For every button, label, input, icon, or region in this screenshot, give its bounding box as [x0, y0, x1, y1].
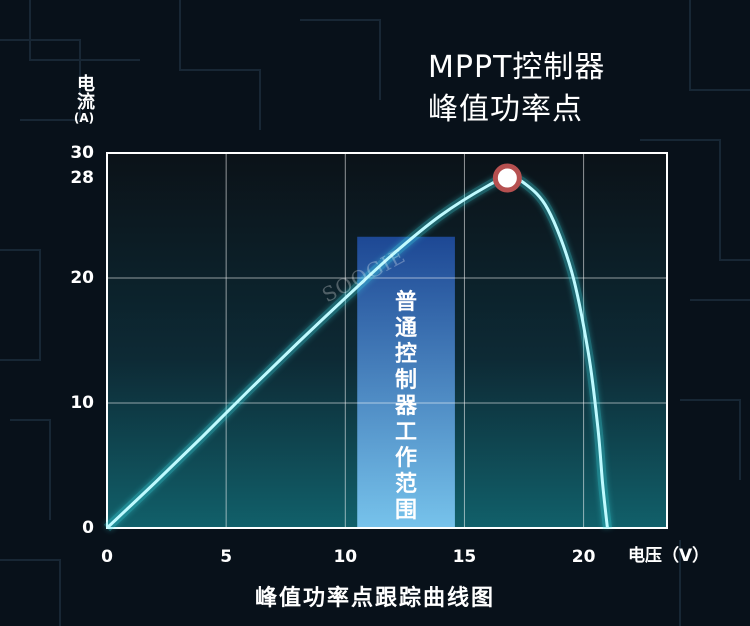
y-tick-label: 20 [70, 268, 94, 288]
peak-power-point-marker [492, 163, 522, 193]
plot-frame [106, 152, 668, 529]
x-tick-label: 5 [220, 547, 233, 567]
iv-curve-line [105, 176, 609, 530]
y-tick-label: 30 [70, 143, 94, 163]
chart-title-line1: MPPT控制器 [428, 50, 606, 85]
y-tick-label: 0 [82, 518, 94, 538]
chart-title-line2: 峰值功率点 [428, 92, 583, 127]
y-axis-unit: (A) [73, 111, 95, 125]
y-axis-label: 电流 (A) [64, 74, 104, 126]
y-tick-label: 28 [70, 168, 94, 188]
chart-caption: 峰值功率点跟踪曲线图 [254, 586, 495, 611]
x-tick-label: 15 [452, 547, 477, 567]
y-tick-label: 10 [70, 393, 94, 413]
normal-controller-range-band [357, 236, 455, 528]
band-label: 普通控制器工作范围 [394, 290, 417, 523]
x-tick-label: 10 [333, 547, 358, 567]
x-axis-label: 电压（V） [628, 546, 710, 566]
x-tick-label: 0 [101, 547, 113, 567]
y-axis-label-text: 电流 [74, 74, 95, 110]
x-tick-label: 20 [571, 547, 596, 567]
